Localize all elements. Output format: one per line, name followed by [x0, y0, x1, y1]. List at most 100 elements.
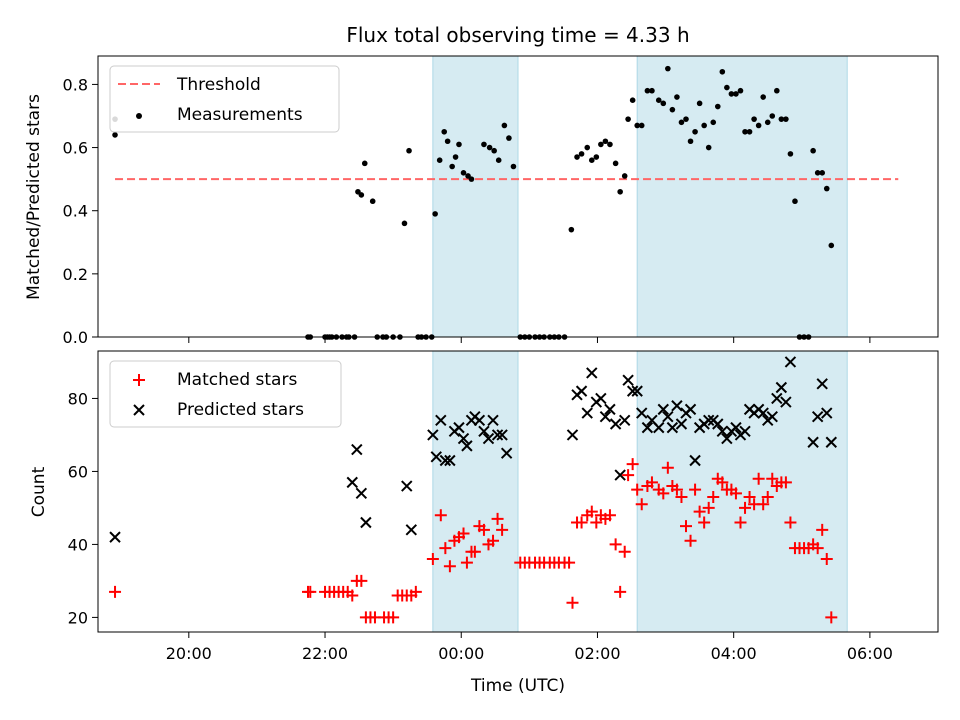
predicted-star-point: [595, 392, 607, 405]
top-x-axis: [188, 337, 871, 343]
measurement-point: [625, 116, 631, 122]
matched-star-point: [825, 611, 838, 624]
measurement-point: [452, 154, 459, 160]
measurement-point: [755, 122, 762, 129]
measurement-point: [655, 97, 662, 104]
predicted-star-point: [487, 414, 499, 427]
measurement-point: [669, 106, 676, 113]
x-tick-label: 02:00: [574, 644, 620, 663]
measurement-point: [629, 97, 636, 104]
measurement-point: [112, 132, 118, 138]
measurement-point: [501, 122, 508, 129]
y-tick-label: 40: [68, 535, 88, 554]
y-tick-label: 0.4: [63, 202, 88, 221]
matched-star-point: [346, 589, 359, 602]
matched-star-point: [729, 487, 742, 500]
predicted-star-point: [702, 414, 715, 427]
measurement-point: [598, 141, 604, 148]
measurement-point: [444, 138, 451, 145]
measurement-point: [436, 157, 443, 163]
predicted-star-point: [730, 421, 742, 434]
matched-star-point: [757, 498, 770, 511]
predicted-star-point: [482, 432, 495, 445]
matched-star-point: [387, 611, 400, 624]
measurement-point: [361, 160, 368, 167]
matched-star-point: [675, 490, 688, 503]
matched-star-point: [585, 505, 598, 518]
measurement-point: [710, 119, 717, 126]
figure-title: Flux total observing time = 4.33 h: [346, 23, 689, 47]
y-tick-label: 0.8: [63, 75, 88, 94]
top-legend: Threshold Measurements: [109, 65, 340, 133]
matched-star-point: [784, 516, 797, 529]
predicted-star-point: [439, 454, 452, 467]
top-axes-frame: [97, 55, 939, 338]
legend-predicted-label: Predicted stars: [177, 400, 304, 420]
legend-matched-label: Matched stars: [177, 370, 297, 390]
matched-star-point: [439, 542, 452, 555]
legend-measurements-label: Measurements: [177, 105, 303, 125]
measurement-point: [728, 91, 735, 97]
measurement-point: [769, 113, 776, 119]
matched-star-point: [631, 483, 644, 496]
measurement-point: [814, 170, 821, 176]
predicted-star-point: [575, 385, 588, 397]
bottom-x-axis: 20:00 22:00 00:00 02:00 04:00 06:00: [166, 632, 893, 663]
measurement-point: [783, 116, 789, 122]
measurement-point: [705, 144, 712, 151]
predicted-star-point: [355, 487, 368, 500]
predicted-star-point: [721, 432, 733, 445]
matched-star-point: [752, 472, 765, 485]
y-tick-label: 0.2: [63, 265, 88, 284]
measurement-point: [665, 65, 671, 72]
matched-star-point: [563, 556, 576, 569]
measurement-point: [588, 157, 595, 163]
matched-star-point: [716, 476, 729, 489]
measurement-point: [696, 100, 703, 107]
bottom-legend: Matched stars Predicted stars: [109, 360, 342, 428]
shaded-interval-top-1: [432, 55, 519, 338]
measurement-point: [406, 147, 412, 154]
matched-star-point: [355, 574, 368, 587]
y-tick-label: 20: [68, 608, 88, 627]
matched-star-point: [426, 553, 439, 566]
predicted-star-point: [641, 421, 654, 434]
matched-star-point: [457, 527, 470, 540]
x-tick-label: 06:00: [847, 644, 893, 663]
matched-star-point: [761, 490, 774, 503]
measurement-point: [568, 226, 575, 233]
measurement-point: [584, 144, 591, 151]
matched-star-point: [434, 509, 447, 522]
measurement-point: [358, 192, 365, 198]
measurement-point: [719, 68, 726, 75]
predicted-star-point: [346, 476, 358, 489]
measurement-point: [369, 198, 376, 205]
shaded-interval-top-2: [636, 55, 848, 338]
measurement-point: [593, 154, 600, 160]
bottom-y-axis: 20 40 60 80: [68, 389, 98, 627]
matched-star-point: [603, 509, 616, 522]
predicted-star-point: [666, 421, 679, 434]
predicted-star-point: [491, 429, 504, 441]
top-y-axis-label: Matched/Predicted stars: [24, 94, 44, 300]
predicted-star-point: [825, 436, 838, 448]
top-shaded-intervals: [432, 55, 848, 338]
predicted-star-point: [816, 378, 828, 390]
measurement-point: [746, 128, 753, 135]
bottom-legend-box: [109, 360, 342, 428]
matched-star-point: [409, 585, 422, 598]
measurement-point: [819, 170, 826, 176]
predicted-star-point: [461, 440, 473, 452]
matched-star-point: [702, 501, 715, 514]
measurement-point: [432, 211, 438, 217]
predicted-star-point: [599, 410, 612, 423]
x-tick-label: 20:00: [166, 644, 212, 663]
measurement-point: [607, 141, 613, 148]
predicted-star-point: [444, 454, 456, 467]
matched-star-point: [657, 487, 670, 500]
matched-star-point: [491, 512, 504, 525]
predicted-star-point: [716, 425, 729, 437]
predicted-star-point: [604, 403, 616, 416]
